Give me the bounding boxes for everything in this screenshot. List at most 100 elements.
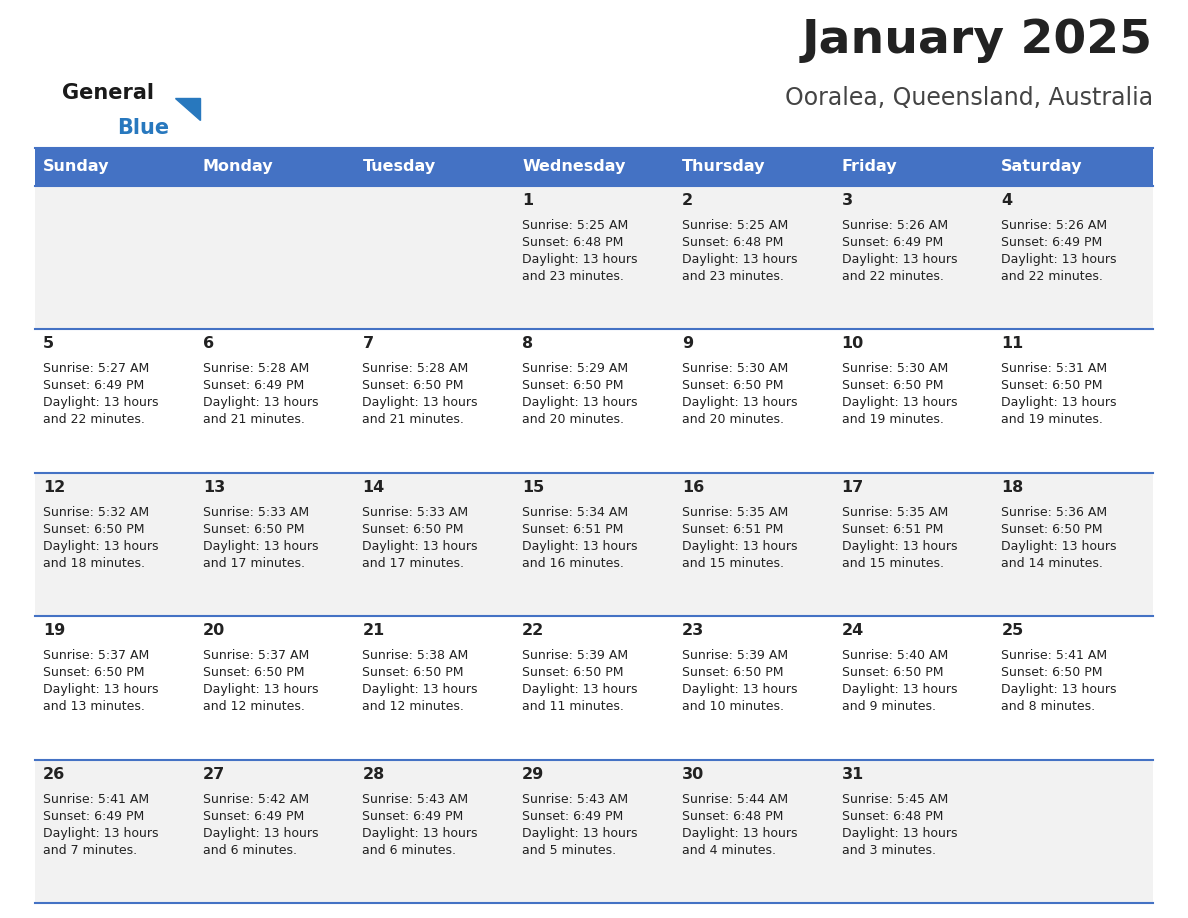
Text: Sunrise: 5:33 AM: Sunrise: 5:33 AM bbox=[362, 506, 468, 519]
Text: and 18 minutes.: and 18 minutes. bbox=[43, 557, 145, 570]
Text: 18: 18 bbox=[1001, 480, 1024, 495]
Text: Sunset: 6:50 PM: Sunset: 6:50 PM bbox=[841, 666, 943, 679]
Text: Sunset: 6:50 PM: Sunset: 6:50 PM bbox=[362, 379, 465, 392]
Text: and 14 minutes.: and 14 minutes. bbox=[1001, 557, 1104, 570]
Text: Daylight: 13 hours: Daylight: 13 hours bbox=[682, 540, 797, 553]
Text: Sunset: 6:49 PM: Sunset: 6:49 PM bbox=[1001, 236, 1102, 249]
Text: and 4 minutes.: and 4 minutes. bbox=[682, 844, 776, 856]
Text: Daylight: 13 hours: Daylight: 13 hours bbox=[43, 683, 158, 696]
Text: Thursday: Thursday bbox=[682, 160, 765, 174]
Text: Sunrise: 5:43 AM: Sunrise: 5:43 AM bbox=[523, 792, 628, 806]
Text: Sunrise: 5:37 AM: Sunrise: 5:37 AM bbox=[43, 649, 150, 662]
FancyBboxPatch shape bbox=[34, 186, 1154, 330]
Text: Sunset: 6:50 PM: Sunset: 6:50 PM bbox=[682, 666, 783, 679]
Text: and 3 minutes.: and 3 minutes. bbox=[841, 844, 936, 856]
FancyBboxPatch shape bbox=[34, 759, 1154, 903]
Text: and 23 minutes.: and 23 minutes. bbox=[523, 270, 624, 283]
Text: Daylight: 13 hours: Daylight: 13 hours bbox=[523, 397, 638, 409]
Text: and 7 minutes.: and 7 minutes. bbox=[43, 844, 137, 856]
Text: and 15 minutes.: and 15 minutes. bbox=[682, 557, 784, 570]
Text: 4: 4 bbox=[1001, 193, 1012, 208]
Text: Sunset: 6:50 PM: Sunset: 6:50 PM bbox=[1001, 666, 1102, 679]
Text: Sunrise: 5:33 AM: Sunrise: 5:33 AM bbox=[203, 506, 309, 519]
Text: 15: 15 bbox=[523, 480, 544, 495]
Text: Daylight: 13 hours: Daylight: 13 hours bbox=[682, 397, 797, 409]
Text: Sunrise: 5:27 AM: Sunrise: 5:27 AM bbox=[43, 363, 150, 375]
Text: Sunrise: 5:42 AM: Sunrise: 5:42 AM bbox=[203, 792, 309, 806]
Text: Sunrise: 5:34 AM: Sunrise: 5:34 AM bbox=[523, 506, 628, 519]
Text: Sunrise: 5:26 AM: Sunrise: 5:26 AM bbox=[841, 219, 948, 232]
Text: Sunset: 6:50 PM: Sunset: 6:50 PM bbox=[841, 379, 943, 392]
Text: and 13 minutes.: and 13 minutes. bbox=[43, 700, 145, 713]
Text: Sunset: 6:50 PM: Sunset: 6:50 PM bbox=[362, 522, 465, 536]
FancyBboxPatch shape bbox=[34, 473, 1154, 616]
Text: 6: 6 bbox=[203, 336, 214, 352]
Text: Sunset: 6:50 PM: Sunset: 6:50 PM bbox=[523, 666, 624, 679]
Text: and 22 minutes.: and 22 minutes. bbox=[841, 270, 943, 283]
Text: and 21 minutes.: and 21 minutes. bbox=[203, 413, 304, 426]
Text: Sunset: 6:50 PM: Sunset: 6:50 PM bbox=[682, 379, 783, 392]
Text: Daylight: 13 hours: Daylight: 13 hours bbox=[523, 253, 638, 266]
Text: Sunrise: 5:25 AM: Sunrise: 5:25 AM bbox=[523, 219, 628, 232]
Text: Ooralea, Queensland, Australia: Ooralea, Queensland, Australia bbox=[785, 86, 1154, 110]
Text: 31: 31 bbox=[841, 767, 864, 781]
Text: Daylight: 13 hours: Daylight: 13 hours bbox=[523, 826, 638, 840]
Text: Daylight: 13 hours: Daylight: 13 hours bbox=[362, 397, 478, 409]
Text: and 22 minutes.: and 22 minutes. bbox=[1001, 270, 1104, 283]
Text: and 12 minutes.: and 12 minutes. bbox=[203, 700, 304, 713]
Text: Sunrise: 5:41 AM: Sunrise: 5:41 AM bbox=[43, 792, 150, 806]
Text: and 22 minutes.: and 22 minutes. bbox=[43, 413, 145, 426]
Text: and 16 minutes.: and 16 minutes. bbox=[523, 557, 624, 570]
Text: and 6 minutes.: and 6 minutes. bbox=[362, 844, 456, 856]
Text: Daylight: 13 hours: Daylight: 13 hours bbox=[682, 253, 797, 266]
Text: and 11 minutes.: and 11 minutes. bbox=[523, 700, 624, 713]
Text: 22: 22 bbox=[523, 623, 544, 638]
Text: and 15 minutes.: and 15 minutes. bbox=[841, 557, 943, 570]
Text: Daylight: 13 hours: Daylight: 13 hours bbox=[523, 683, 638, 696]
Text: Sunset: 6:50 PM: Sunset: 6:50 PM bbox=[203, 666, 304, 679]
Text: 14: 14 bbox=[362, 480, 385, 495]
Text: Sunrise: 5:25 AM: Sunrise: 5:25 AM bbox=[682, 219, 788, 232]
Text: and 21 minutes.: and 21 minutes. bbox=[362, 413, 465, 426]
Text: Sunrise: 5:36 AM: Sunrise: 5:36 AM bbox=[1001, 506, 1107, 519]
Text: Sunset: 6:48 PM: Sunset: 6:48 PM bbox=[523, 236, 624, 249]
Text: Daylight: 13 hours: Daylight: 13 hours bbox=[682, 683, 797, 696]
Text: Sunset: 6:49 PM: Sunset: 6:49 PM bbox=[841, 236, 943, 249]
Text: and 5 minutes.: and 5 minutes. bbox=[523, 844, 617, 856]
Text: Sunset: 6:50 PM: Sunset: 6:50 PM bbox=[43, 666, 145, 679]
Text: Sunset: 6:51 PM: Sunset: 6:51 PM bbox=[841, 522, 943, 536]
Text: and 10 minutes.: and 10 minutes. bbox=[682, 700, 784, 713]
Text: Sunset: 6:49 PM: Sunset: 6:49 PM bbox=[43, 810, 144, 823]
Text: Sunrise: 5:41 AM: Sunrise: 5:41 AM bbox=[1001, 649, 1107, 662]
Text: Daylight: 13 hours: Daylight: 13 hours bbox=[523, 540, 638, 553]
Text: 21: 21 bbox=[362, 623, 385, 638]
Text: 28: 28 bbox=[362, 767, 385, 781]
Text: Sunset: 6:51 PM: Sunset: 6:51 PM bbox=[682, 522, 783, 536]
Text: Sunset: 6:50 PM: Sunset: 6:50 PM bbox=[43, 522, 145, 536]
Text: Blue: Blue bbox=[116, 118, 169, 138]
Polygon shape bbox=[175, 98, 200, 120]
Text: Daylight: 13 hours: Daylight: 13 hours bbox=[841, 540, 958, 553]
Text: and 12 minutes.: and 12 minutes. bbox=[362, 700, 465, 713]
Text: and 17 minutes.: and 17 minutes. bbox=[203, 557, 304, 570]
FancyBboxPatch shape bbox=[34, 148, 1154, 186]
Text: and 19 minutes.: and 19 minutes. bbox=[1001, 413, 1104, 426]
Text: 2: 2 bbox=[682, 193, 693, 208]
Text: and 20 minutes.: and 20 minutes. bbox=[523, 413, 624, 426]
Text: 20: 20 bbox=[203, 623, 225, 638]
Text: Sunrise: 5:30 AM: Sunrise: 5:30 AM bbox=[841, 363, 948, 375]
Text: Sunrise: 5:28 AM: Sunrise: 5:28 AM bbox=[362, 363, 469, 375]
Text: 23: 23 bbox=[682, 623, 704, 638]
Text: 8: 8 bbox=[523, 336, 533, 352]
Text: 10: 10 bbox=[841, 336, 864, 352]
Text: Sunrise: 5:39 AM: Sunrise: 5:39 AM bbox=[682, 649, 788, 662]
Text: 25: 25 bbox=[1001, 623, 1024, 638]
Text: 7: 7 bbox=[362, 336, 373, 352]
Text: Wednesday: Wednesday bbox=[523, 160, 626, 174]
Text: Daylight: 13 hours: Daylight: 13 hours bbox=[43, 540, 158, 553]
Text: Sunset: 6:51 PM: Sunset: 6:51 PM bbox=[523, 522, 624, 536]
Text: Sunset: 6:50 PM: Sunset: 6:50 PM bbox=[1001, 379, 1102, 392]
Text: Tuesday: Tuesday bbox=[362, 160, 436, 174]
Text: 1: 1 bbox=[523, 193, 533, 208]
Text: 29: 29 bbox=[523, 767, 544, 781]
